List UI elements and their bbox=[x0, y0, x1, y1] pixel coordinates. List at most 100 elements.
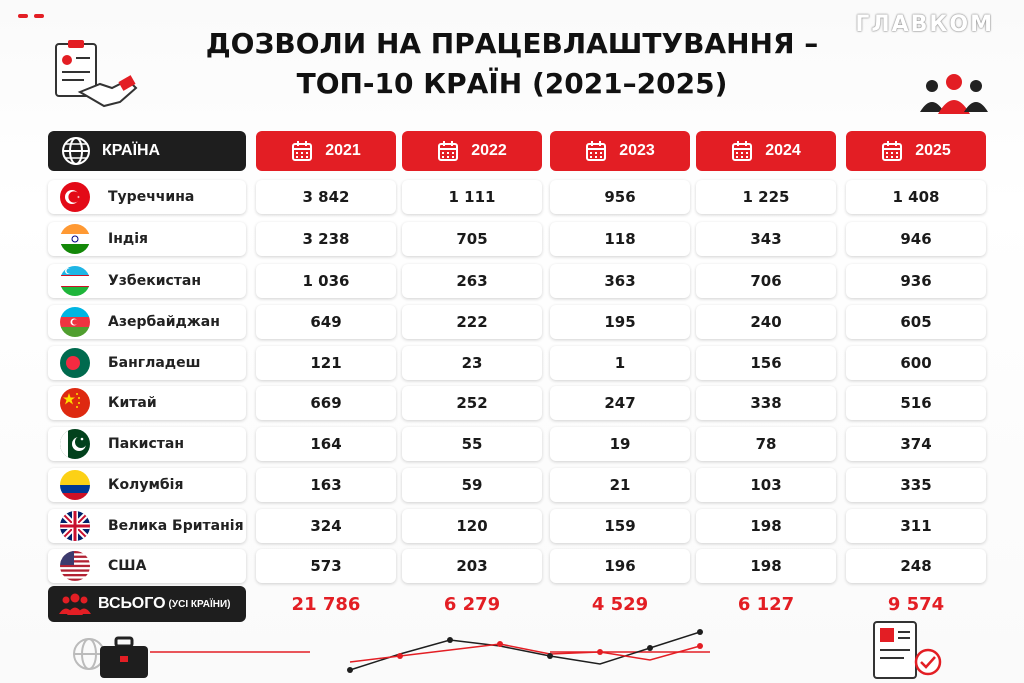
value-cell: 1 bbox=[550, 346, 690, 380]
value-cell: 1 408 bbox=[846, 180, 986, 214]
value-cell: 936 bbox=[846, 264, 986, 298]
value-cell: 21 bbox=[550, 468, 690, 502]
header-year-label: 2022 bbox=[471, 142, 507, 159]
value-cell: 164 bbox=[256, 427, 396, 461]
country-name: Узбекистан bbox=[108, 273, 202, 289]
bangladesh-flag-icon bbox=[60, 348, 90, 378]
pakistan-flag-icon bbox=[60, 429, 90, 459]
turkey-flag-icon bbox=[60, 182, 90, 212]
value-cell: 195 bbox=[550, 305, 690, 339]
value-cell: 516 bbox=[846, 386, 986, 420]
country-name: Індія bbox=[108, 231, 148, 247]
country-name: Азербайджан bbox=[108, 314, 220, 330]
value-cell: 605 bbox=[846, 305, 986, 339]
people-group-icon bbox=[59, 593, 91, 615]
country-cell: Колумбія bbox=[48, 468, 246, 502]
country-cell: США bbox=[48, 549, 246, 583]
country-name: Китай bbox=[108, 395, 157, 411]
value-cell: 705 bbox=[402, 222, 542, 256]
value-cell: 118 bbox=[550, 222, 690, 256]
calendar-icon bbox=[438, 141, 459, 161]
china-flag-icon bbox=[60, 388, 90, 418]
value-cell: 1 111 bbox=[402, 180, 542, 214]
country-name: Туреччина bbox=[108, 189, 195, 205]
header-year-label: 2021 bbox=[325, 142, 361, 159]
country-cell: Китай bbox=[48, 386, 246, 420]
contract-handshake-icon bbox=[55, 40, 138, 108]
value-cell: 706 bbox=[696, 264, 836, 298]
decorative-dots bbox=[18, 14, 44, 18]
value-cell: 3 842 bbox=[256, 180, 396, 214]
calendar-icon bbox=[586, 141, 607, 161]
value-cell: 19 bbox=[550, 427, 690, 461]
total-subtitle: (УСІ КРАЇНИ) bbox=[168, 598, 231, 610]
usa-flag-icon bbox=[60, 551, 90, 581]
value-cell: 121 bbox=[256, 346, 396, 380]
calendar-icon bbox=[292, 141, 313, 161]
value-cell: 252 bbox=[402, 386, 542, 420]
resume-document-icon bbox=[873, 621, 942, 679]
total-value-cell: 6 279 bbox=[443, 593, 501, 615]
value-cell: 956 bbox=[550, 180, 690, 214]
country-cell: Азербайджан bbox=[48, 305, 246, 339]
title-line-2: ТОП-10 КРАЇН (2021–2025) bbox=[296, 67, 728, 100]
people-group-icon bbox=[920, 74, 988, 114]
value-cell: 156 bbox=[696, 346, 836, 380]
header-year-2024: 2024 bbox=[696, 131, 836, 171]
header-country: КРАЇНА bbox=[48, 131, 246, 171]
value-cell: 120 bbox=[402, 509, 542, 543]
value-cell: 59 bbox=[402, 468, 542, 502]
value-cell: 196 bbox=[550, 549, 690, 583]
value-cell: 240 bbox=[696, 305, 836, 339]
value-cell: 946 bbox=[846, 222, 986, 256]
value-cell: 338 bbox=[696, 386, 836, 420]
azerbaijan-flag-icon bbox=[60, 307, 90, 337]
colombia-flag-icon bbox=[60, 470, 90, 500]
value-cell: 3 238 bbox=[256, 222, 396, 256]
brand-logo: ГЛАВКОМ bbox=[855, 12, 994, 37]
country-cell: Узбекистан bbox=[48, 264, 246, 298]
country-name: США bbox=[108, 558, 147, 574]
page-title: ДОЗВОЛИ НА ПРАЦЕВЛАШТУВАННЯ – ТОП-10 КРА… bbox=[0, 24, 1024, 104]
uzbekistan-flag-icon bbox=[60, 266, 90, 296]
value-cell: 311 bbox=[846, 509, 986, 543]
country-name: Пакистан bbox=[108, 436, 185, 452]
value-cell: 1 036 bbox=[256, 264, 396, 298]
country-cell: Бангладеш bbox=[48, 346, 246, 380]
value-cell: 103 bbox=[696, 468, 836, 502]
total-value-cell: 9 574 bbox=[887, 593, 945, 615]
country-cell: Пакистан bbox=[48, 427, 246, 461]
value-cell: 222 bbox=[402, 305, 542, 339]
value-cell: 203 bbox=[402, 549, 542, 583]
value-cell: 55 bbox=[402, 427, 542, 461]
total-value-cell: 6 127 bbox=[737, 593, 795, 615]
header-year-2025: 2025 bbox=[846, 131, 986, 171]
value-cell: 374 bbox=[846, 427, 986, 461]
header-year-2023: 2023 bbox=[550, 131, 690, 171]
header-year-2021: 2021 bbox=[256, 131, 396, 171]
total-label: ВСЬОГО (УСІ КРАЇНИ) bbox=[48, 586, 246, 622]
country-name: Колумбія bbox=[108, 477, 184, 493]
value-cell: 324 bbox=[256, 509, 396, 543]
uk-flag-icon bbox=[60, 511, 90, 541]
header-year-label: 2025 bbox=[915, 142, 951, 159]
value-cell: 335 bbox=[846, 468, 986, 502]
value-cell: 198 bbox=[696, 549, 836, 583]
country-name: Велика Британія bbox=[108, 518, 244, 534]
value-cell: 600 bbox=[846, 346, 986, 380]
value-cell: 343 bbox=[696, 222, 836, 256]
value-cell: 198 bbox=[696, 509, 836, 543]
title-line-1: ДОЗВОЛИ НА ПРАЦЕВЛАШТУВАННЯ – bbox=[205, 27, 819, 60]
calendar-icon bbox=[732, 141, 753, 161]
total-title: ВСЬОГО bbox=[98, 595, 166, 612]
value-cell: 78 bbox=[696, 427, 836, 461]
total-value-cell: 4 529 bbox=[591, 593, 649, 615]
india-flag-icon bbox=[60, 224, 90, 254]
country-cell: Індія bbox=[48, 222, 246, 256]
country-name: Бангладеш bbox=[108, 355, 201, 371]
header-year-2022: 2022 bbox=[402, 131, 542, 171]
decorative-line-graph bbox=[150, 629, 710, 673]
value-cell: 649 bbox=[256, 305, 396, 339]
value-cell: 669 bbox=[256, 386, 396, 420]
value-cell: 1 225 bbox=[696, 180, 836, 214]
